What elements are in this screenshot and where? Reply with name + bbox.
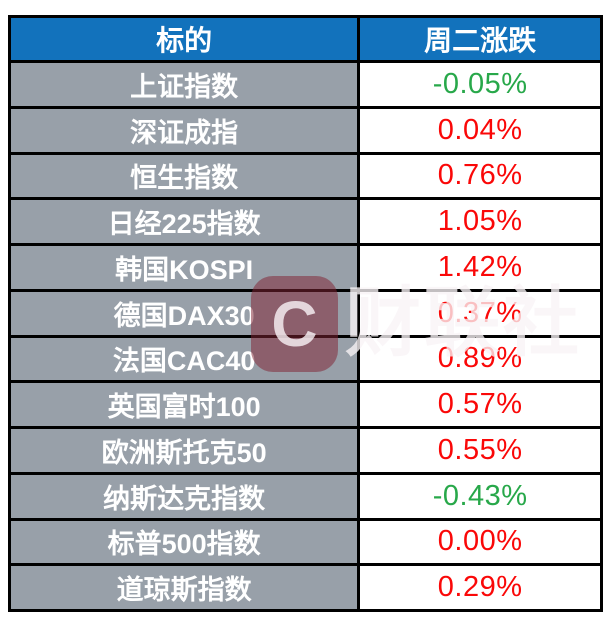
market-table-container: 标的 周二涨跌 上证指数 -0.05% 深证成指 0.04% 恒生指数 0.76% 日经22… xyxy=(7,15,603,612)
table-row: 韩国KOSPI 1.42% xyxy=(7,243,603,292)
table-row: 日经225指数 1.05% xyxy=(7,197,603,246)
change-value-cell: 0.57% xyxy=(357,380,603,429)
table-row: 德国DAX30 0.37% xyxy=(7,288,603,338)
table-row: 深证成指 0.04% xyxy=(7,105,603,155)
change-value-cell: -0.05% xyxy=(357,60,603,109)
index-name-cell: 日经225指数 xyxy=(7,197,361,246)
table-row: 标普500指数 0.00% xyxy=(7,517,603,567)
table-row: 英国富时100 0.57% xyxy=(7,380,603,429)
table-row: 欧洲斯托克50 0.55% xyxy=(7,426,603,475)
change-value-cell: 0.55% xyxy=(357,426,603,475)
table-row: 道琼斯指数 0.29% xyxy=(7,563,603,612)
header-row: 标的 周二涨跌 xyxy=(7,15,603,63)
index-name-cell: 道琼斯指数 xyxy=(7,563,361,612)
index-name-cell: 英国富时100 xyxy=(7,380,361,429)
table-row: 恒生指数 0.76% xyxy=(7,151,603,201)
table-row: 法国CAC40 0.89% xyxy=(7,334,603,384)
change-value-cell: 0.04% xyxy=(357,105,603,155)
header-cell-target: 标的 xyxy=(7,15,361,63)
index-name-cell: 上证指数 xyxy=(7,60,361,109)
change-value-cell: 0.89% xyxy=(357,334,603,384)
header-cell-change: 周二涨跌 xyxy=(357,15,603,63)
table-row: 纳斯达克指数 -0.43% xyxy=(7,471,603,521)
index-name-cell: 深证成指 xyxy=(7,105,361,155)
table-body: 上证指数 -0.05% 深证成指 0.04% 恒生指数 0.76% 日经225指数 1.05%… xyxy=(7,60,603,612)
index-name-cell: 标普500指数 xyxy=(7,517,361,567)
change-value-cell: 0.29% xyxy=(357,563,603,612)
index-name-cell: 德国DAX30 xyxy=(7,288,361,338)
change-value-cell: -0.43% xyxy=(357,471,603,521)
index-name-cell: 韩国KOSPI xyxy=(7,243,361,292)
index-name-cell: 法国CAC40 xyxy=(7,334,361,384)
market-table: 标的 周二涨跌 上证指数 -0.05% 深证成指 0.04% 恒生指数 0.76% 日经22… xyxy=(7,15,603,612)
index-name-cell: 欧洲斯托克50 xyxy=(7,426,361,475)
change-value-cell: 1.05% xyxy=(357,197,603,246)
change-value-cell: 1.42% xyxy=(357,243,603,292)
index-name-cell: 纳斯达克指数 xyxy=(7,471,361,521)
change-value-cell: 0.37% xyxy=(357,288,603,338)
change-value-cell: 0.76% xyxy=(357,151,603,201)
change-value-cell: 0.00% xyxy=(357,517,603,567)
index-name-cell: 恒生指数 xyxy=(7,151,361,201)
table-row: 上证指数 -0.05% xyxy=(7,60,603,109)
